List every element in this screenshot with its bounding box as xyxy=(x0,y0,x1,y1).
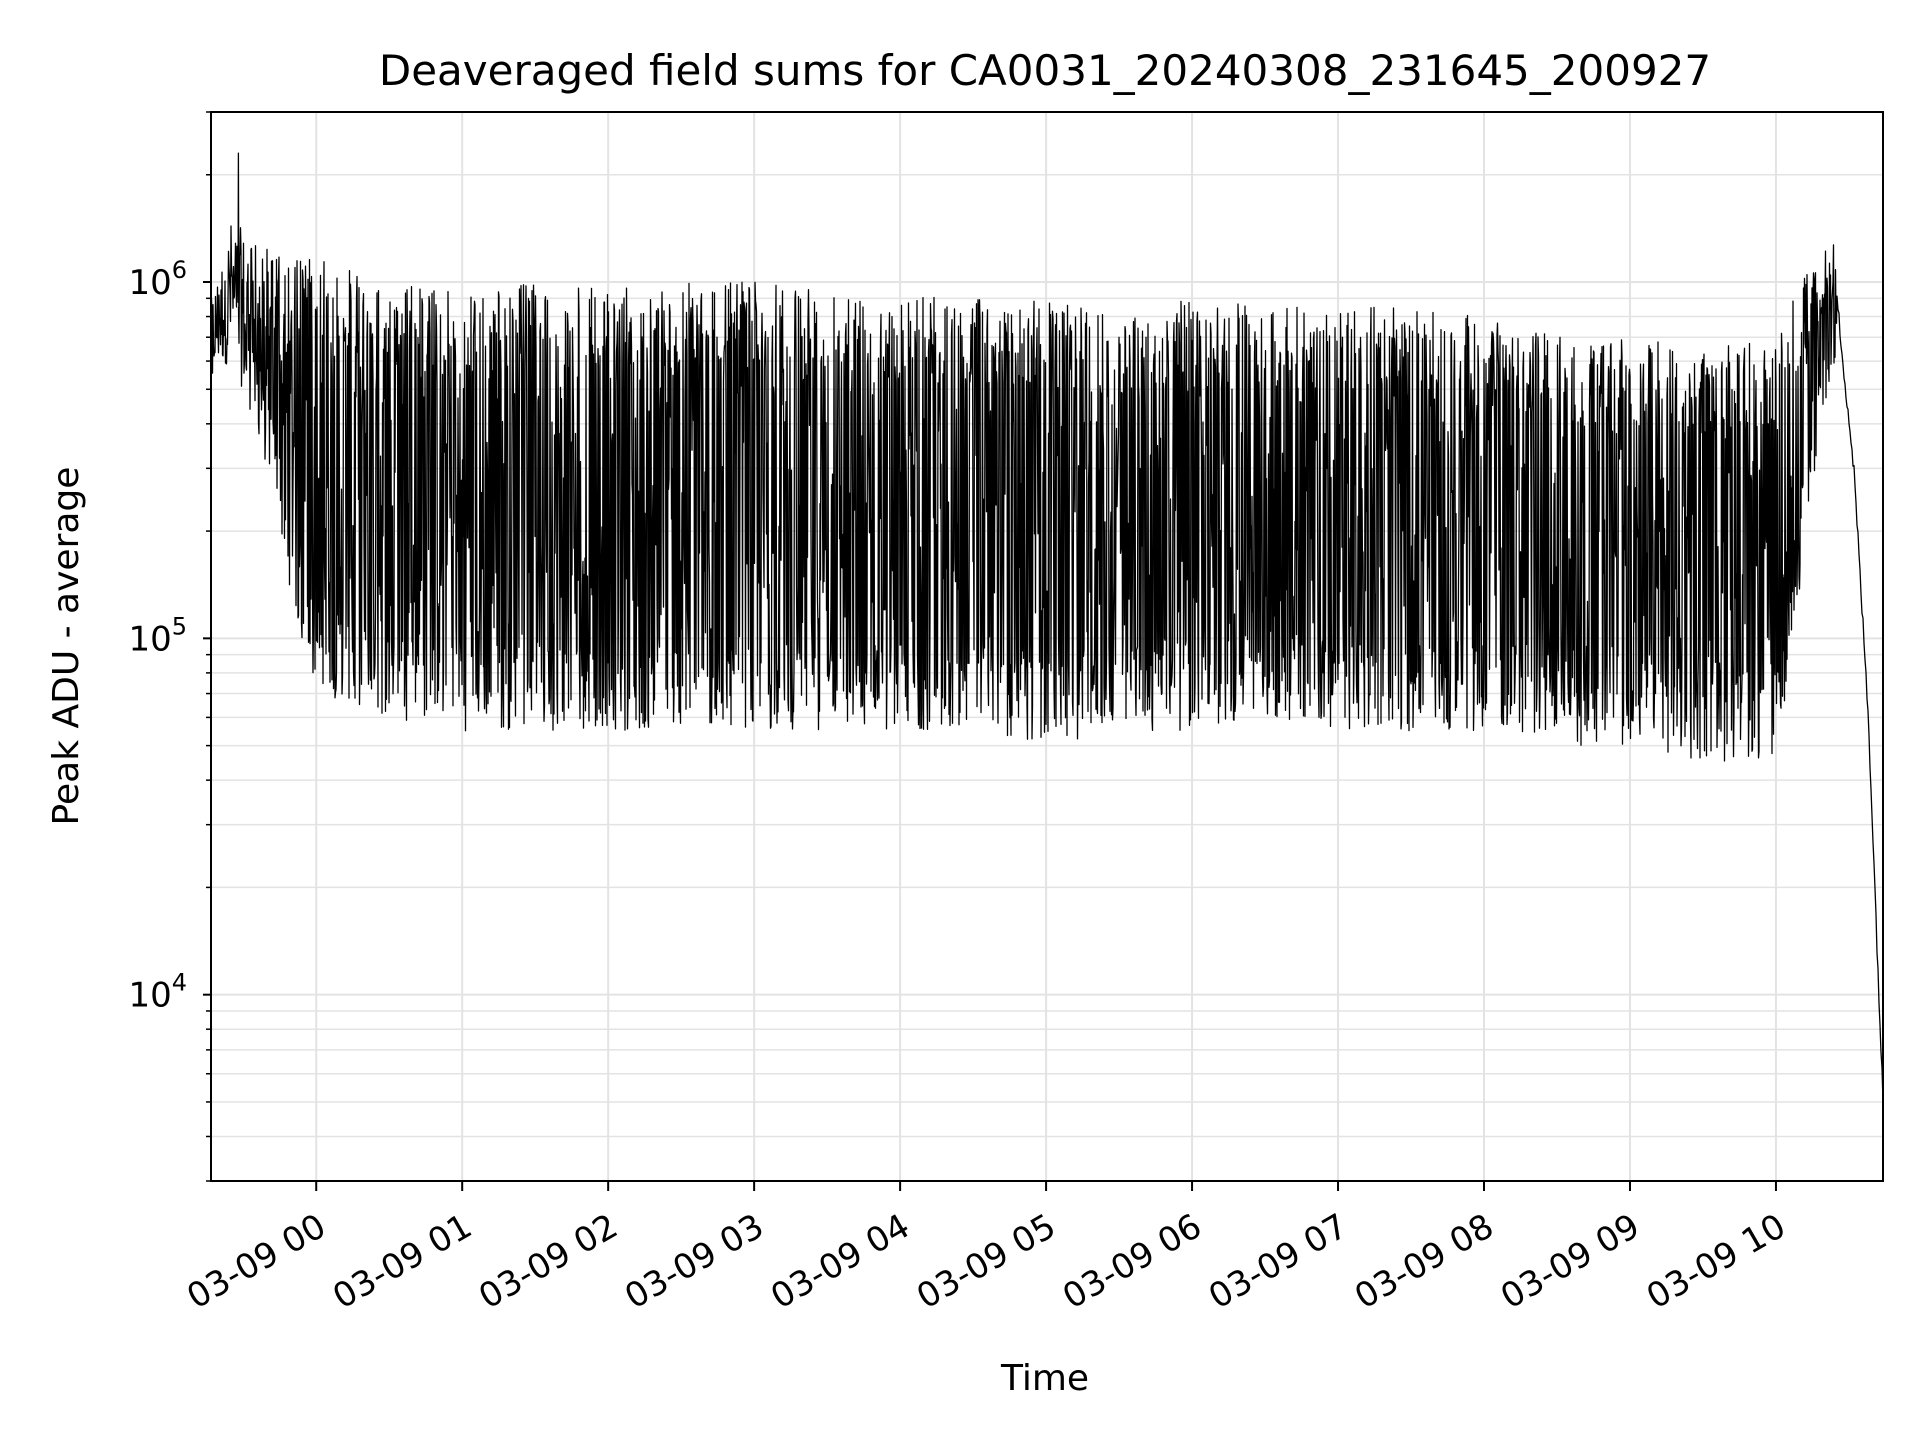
x-axis-label: Time xyxy=(1000,1358,1089,1399)
series-line xyxy=(210,152,1884,1103)
data-series xyxy=(210,152,1884,1103)
y-tick-label: 104 xyxy=(128,969,187,1016)
y-tick-label: 106 xyxy=(128,256,187,303)
chart-title: Deaveraged field sums for CA0031_2024030… xyxy=(379,46,1711,95)
grid-lines xyxy=(211,111,1883,1182)
y-axis-label: Peak ADU - average xyxy=(46,467,87,826)
y-tick-label: 105 xyxy=(128,612,187,659)
